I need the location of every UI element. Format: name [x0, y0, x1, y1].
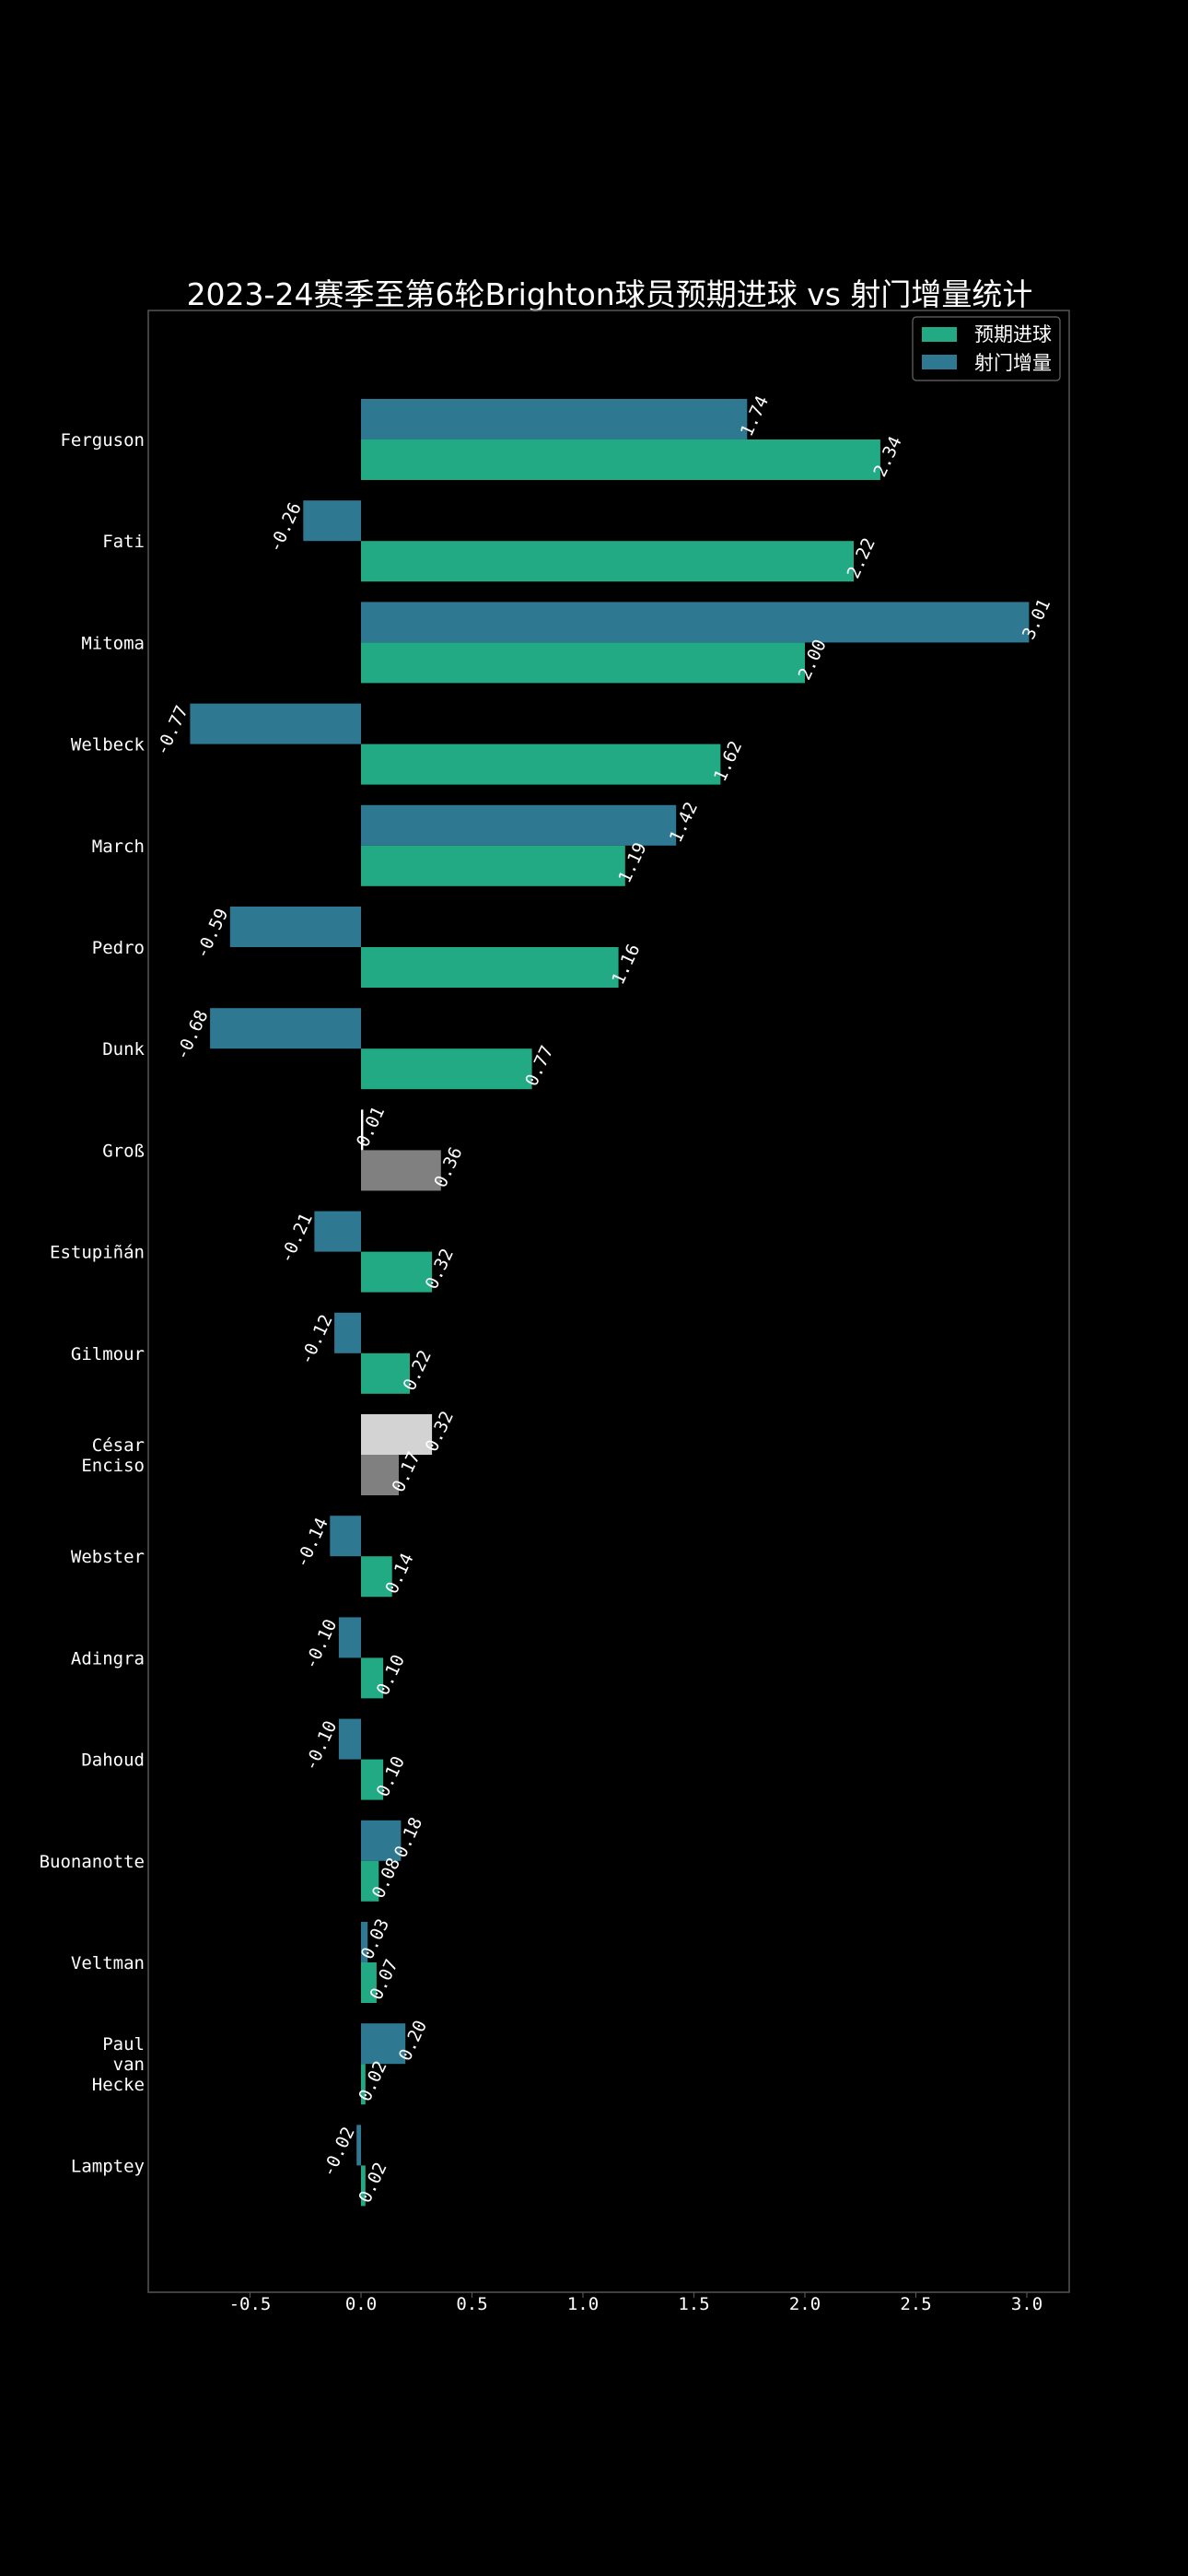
- bar-shot-delta[interactable]: [361, 1109, 364, 1151]
- bar-expected-goals[interactable]: [361, 1556, 392, 1598]
- category-label: Paul van Hecke: [92, 2034, 145, 2095]
- x-axis-ticks: -0.5 0.0 0.5 1.0 1.5 2.0 2.5 3.0: [229, 2292, 1042, 2314]
- bar-expected-goals[interactable]: [361, 1657, 384, 1699]
- category-label: Estupiñán: [50, 1243, 145, 1263]
- bar-shot-delta[interactable]: [229, 907, 361, 947]
- bar-shot-delta[interactable]: [361, 1922, 368, 1962]
- bar-expected-goals[interactable]: [361, 439, 880, 480]
- category-labels-layer: Ferguson Fati Mitoma Welbeck March Pedro Dunk G…: [40, 430, 146, 2176]
- category-label: Groß: [102, 1141, 145, 1161]
- bar-shot-delta[interactable]: [356, 2125, 361, 2166]
- bar-shot-delta[interactable]: [361, 1414, 433, 1455]
- bar-expected-goals[interactable]: [361, 642, 805, 684]
- category-label: Welbeck: [71, 735, 146, 755]
- category-label: March: [92, 837, 145, 857]
- chart-title: 2023-24赛季至第6轮Brighton球员预期进球 vs 射门增量统计: [187, 276, 1033, 312]
- bar-expected-goals[interactable]: [361, 1759, 384, 1800]
- category-label: Buonanotte: [40, 1852, 145, 1872]
- bar-expected-goals[interactable]: [361, 845, 625, 886]
- bar-expected-goals[interactable]: [361, 2165, 366, 2207]
- category-label: Dunk: [102, 1039, 145, 1060]
- bar-shot-delta[interactable]: [330, 1516, 361, 1557]
- legend[interactable]: 预期进球 射门增量: [912, 316, 1061, 381]
- bar-expected-goals[interactable]: [361, 1962, 377, 2003]
- plot-area-frame: [147, 310, 1070, 2293]
- category-label: Adingra: [71, 1648, 145, 1669]
- legend-label-expected-goals: 预期进球: [974, 323, 1052, 345]
- bar-shot-delta[interactable]: [190, 703, 361, 744]
- category-label: Ferguson: [60, 430, 145, 451]
- bar-shot-delta[interactable]: [338, 1718, 361, 1760]
- bar-expected-goals[interactable]: [361, 1150, 441, 1191]
- category-label: Mitoma: [81, 633, 145, 653]
- x-tick-label: 1.5: [678, 2294, 709, 2314]
- category-label: Dahoud: [81, 1751, 145, 1771]
- bar-expected-goals[interactable]: [361, 2064, 366, 2105]
- x-tick-label: -0.5: [229, 2294, 272, 2314]
- category-label: Veltman: [71, 1953, 145, 1973]
- x-tick-label: 1.0: [567, 2294, 599, 2314]
- category-label: Fati: [102, 532, 145, 552]
- bar-shot-delta[interactable]: [361, 602, 1030, 643]
- bar-shot-delta[interactable]: [361, 804, 677, 846]
- bar-shot-delta[interactable]: [303, 500, 361, 542]
- x-tick-label: 0.0: [345, 2294, 377, 2314]
- category-label: Pedro: [92, 938, 145, 958]
- bar-expected-goals[interactable]: [361, 947, 619, 988]
- x-tick-label: 2.0: [789, 2294, 821, 2314]
- bar-shot-delta[interactable]: [361, 399, 748, 439]
- bar-expected-goals[interactable]: [361, 1048, 532, 1090]
- legend-label-shot-delta: 射门增量: [974, 352, 1052, 374]
- bar-shot-delta[interactable]: [334, 1312, 361, 1353]
- bar-expected-goals[interactable]: [361, 1251, 433, 1293]
- bar-shot-delta[interactable]: [210, 1008, 361, 1049]
- category-label: Gilmour: [71, 1344, 145, 1364]
- legend-swatch-expected-goals: [922, 327, 957, 342]
- bar-expected-goals[interactable]: [361, 744, 721, 785]
- category-label: Webster: [71, 1547, 145, 1567]
- bar-expected-goals[interactable]: [361, 1455, 399, 1495]
- x-tick-label: 3.0: [1011, 2294, 1042, 2314]
- bar-expected-goals[interactable]: [361, 1352, 410, 1394]
- category-label: Lamptey: [71, 2156, 145, 2176]
- bar-expected-goals[interactable]: [361, 1860, 379, 1902]
- x-tick-label: 0.5: [456, 2294, 487, 2314]
- bar-expected-goals[interactable]: [361, 541, 854, 582]
- legend-swatch-shot-delta: [922, 355, 957, 369]
- category-label: César Enciso: [81, 1435, 145, 1476]
- bar-shot-delta[interactable]: [361, 1820, 402, 1861]
- bars-layer: [190, 399, 1030, 2207]
- bar-shot-delta[interactable]: [338, 1617, 361, 1658]
- bar-shot-delta[interactable]: [314, 1211, 361, 1252]
- bar-shot-delta[interactable]: [361, 2023, 406, 2065]
- x-tick-label: 2.5: [900, 2294, 931, 2314]
